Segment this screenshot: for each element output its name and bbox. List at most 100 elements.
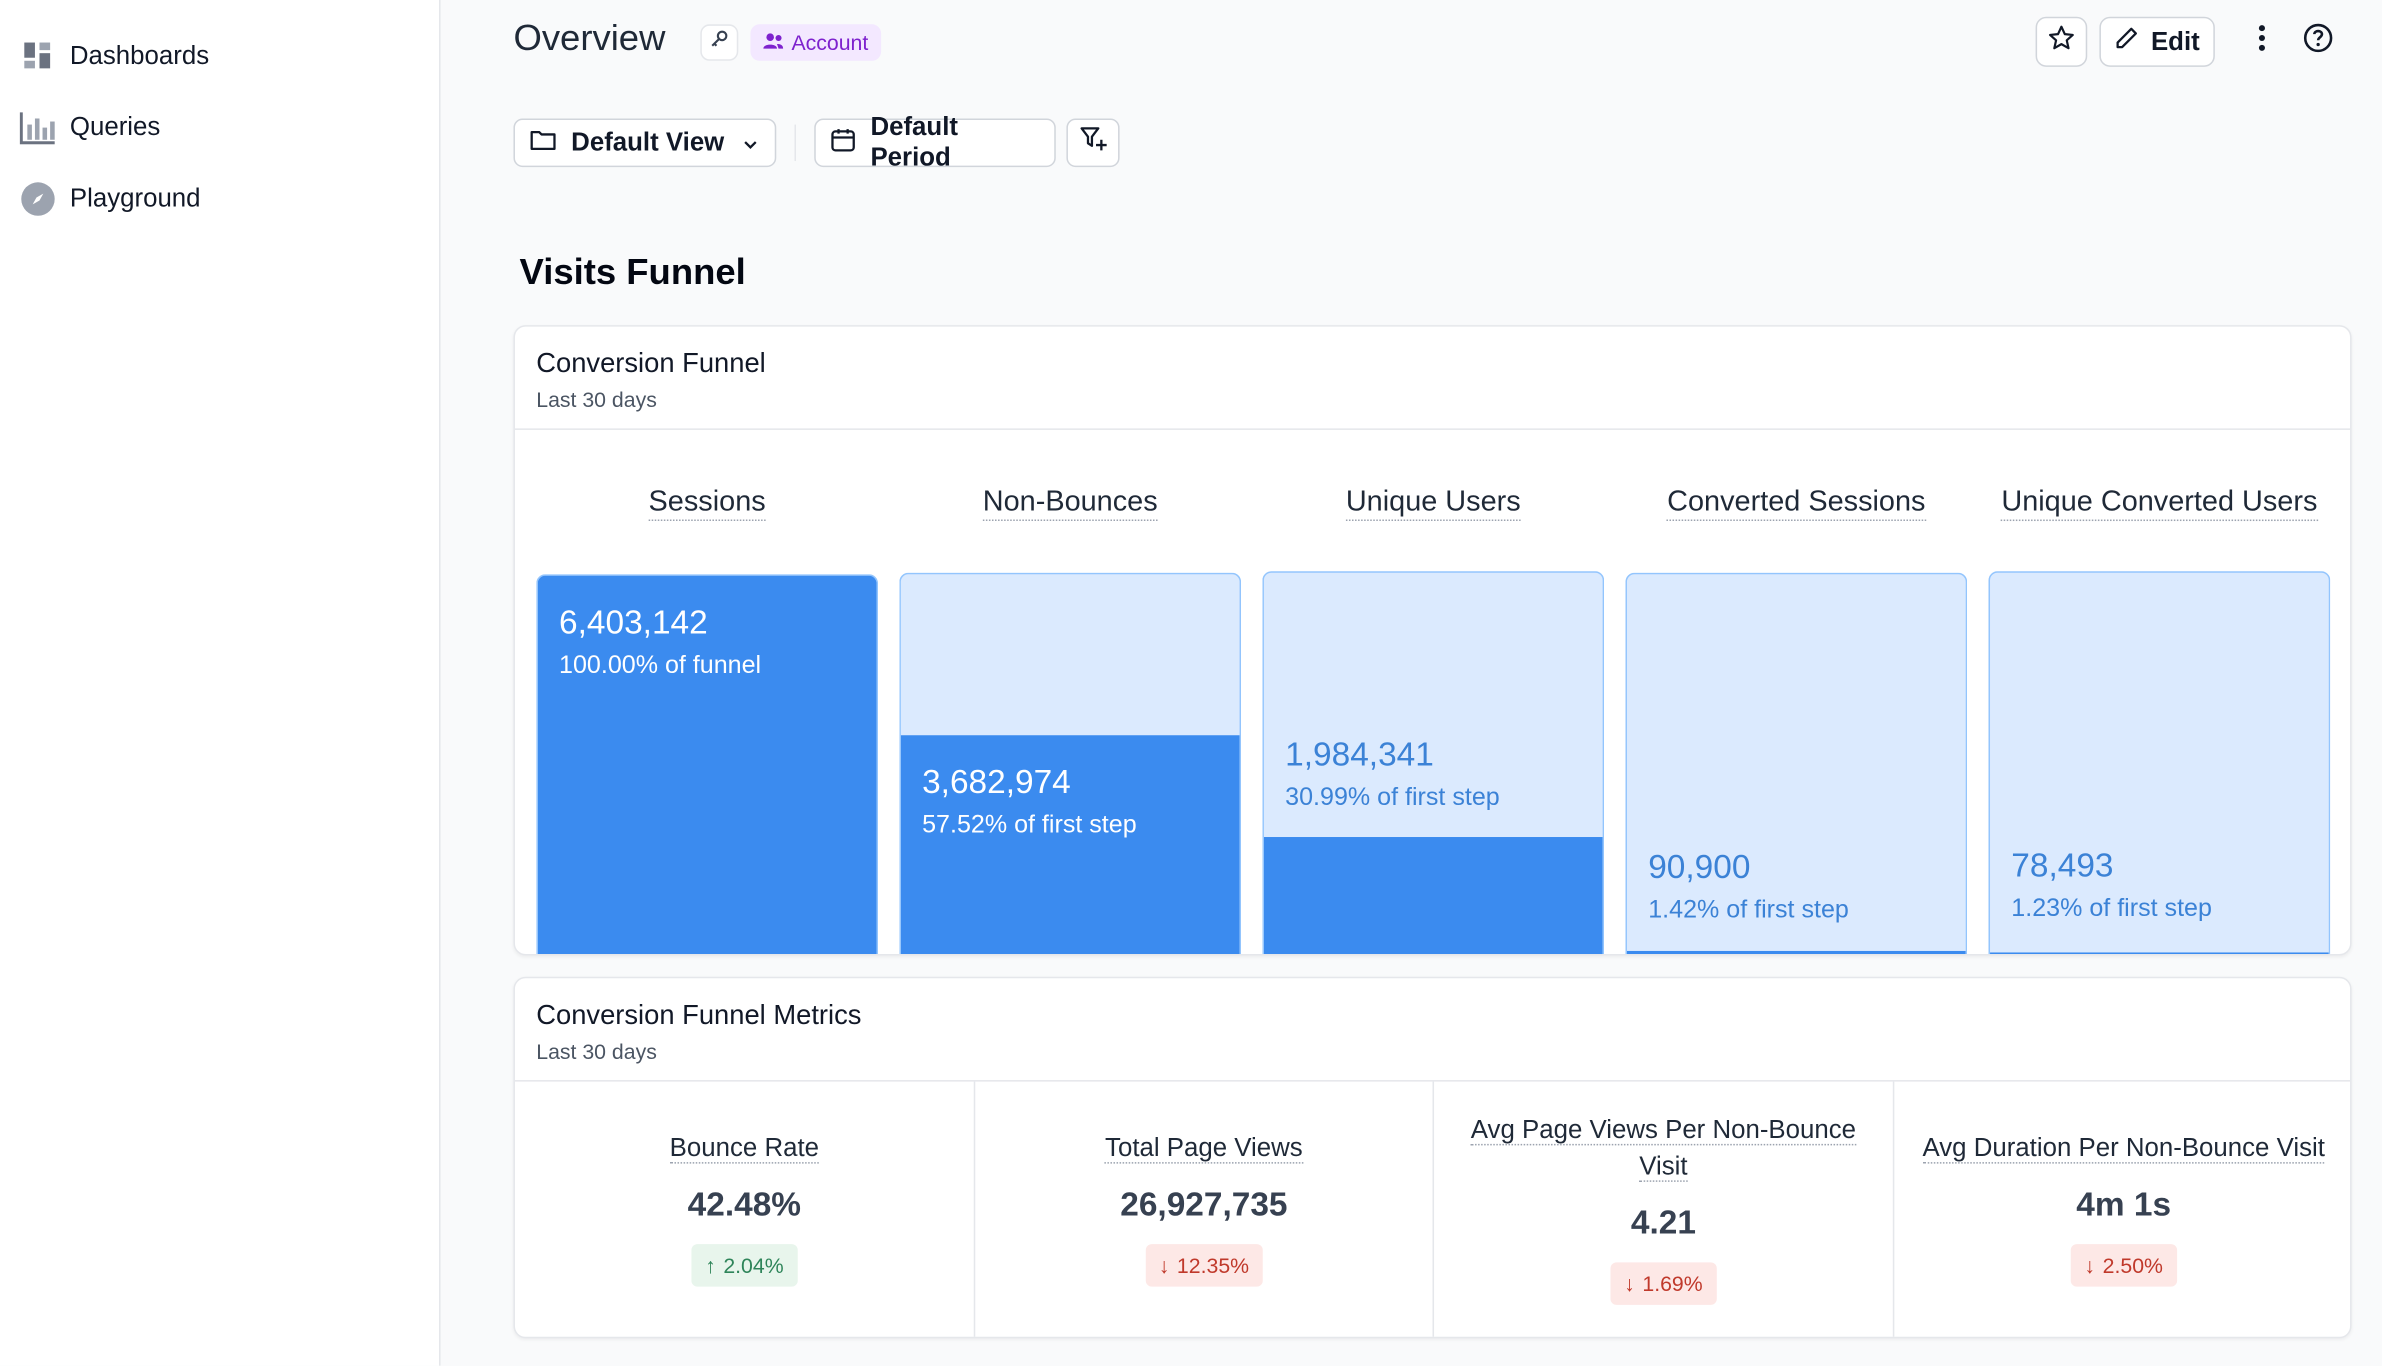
funnel-step-label-text: Sessions xyxy=(649,486,766,522)
funnel-step-percent: 57.52% of first step xyxy=(922,811,1137,839)
metric-tile: Total Page Views 26,927,735 ↓ 12.35% xyxy=(973,1081,1433,1337)
sidebar-item-label: Dashboards xyxy=(69,41,210,70)
funnel-bar[interactable]: 3,682,974 57.52% of first step xyxy=(899,572,1242,954)
funnel-bar-fill xyxy=(900,735,1240,954)
metric-label[interactable]: Avg Duration Per Non-Bounce Visit xyxy=(1894,1130,2350,1166)
sidebar: Dashboards Queries Playground xyxy=(0,0,441,1366)
sidebar-item-playground[interactable]: Playground xyxy=(18,176,413,222)
account-badge-label: Account xyxy=(791,30,869,55)
compass-icon xyxy=(18,179,57,218)
funnel-bar-fill xyxy=(1990,952,2329,954)
arrow-down-icon: ↓ xyxy=(2084,1253,2096,1278)
metric-value: 42.48% xyxy=(687,1184,802,1223)
help-circle-icon xyxy=(2303,22,2333,60)
funnel-step-percent: 100.00% of funnel xyxy=(559,651,762,680)
metric-label[interactable]: Total Page Views xyxy=(975,1130,1432,1166)
funnel-step-value: 6,403,142 xyxy=(559,603,708,642)
dashboard-grid-icon xyxy=(18,36,57,75)
metric-tile: Bounce Rate 42.48% ↑ 2.04% xyxy=(515,1082,974,1337)
favorite-button[interactable] xyxy=(2035,16,2088,67)
funnel-bar-fill xyxy=(537,575,877,954)
funnel-step-label-text: Unique Converted Users xyxy=(2001,486,2318,522)
funnel-step-label[interactable]: Converted Sessions xyxy=(1625,486,1967,522)
metric-value: 4m 1s xyxy=(2076,1184,2172,1223)
funnel-step-label[interactable]: Unique Converted Users xyxy=(1989,486,2331,522)
star-icon xyxy=(2048,24,2075,59)
funnel-step-percent: 30.99% of first step xyxy=(1285,783,1500,812)
metric-delta-badge: ↓ 1.69% xyxy=(1610,1262,1717,1305)
help-button[interactable] xyxy=(2300,23,2336,59)
card-title: Conversion Funnel Metrics xyxy=(536,999,862,1030)
view-select[interactable]: Default View xyxy=(513,118,777,168)
filter-plus-icon xyxy=(1079,126,1106,159)
funnel-step-label-text: Non-Bounces xyxy=(983,486,1158,522)
funnel-bar[interactable]: 6,403,142 100.00% of funnel xyxy=(536,574,879,954)
key-icon xyxy=(709,29,729,56)
funnel-step-value: 78,493 xyxy=(2011,846,2114,885)
add-filter-button[interactable] xyxy=(1066,118,1120,168)
conversion-metrics-card: Conversion Funnel Metrics Last 30 days B… xyxy=(513,976,2352,1339)
funnel-step-label-text: Converted Sessions xyxy=(1667,486,1926,522)
arrow-up-icon: ↑ xyxy=(705,1253,716,1278)
folder-icon xyxy=(530,128,556,158)
period-select[interactable]: Default Period xyxy=(814,112,1056,172)
metric-delta-value: 1.69% xyxy=(1642,1271,1703,1296)
funnel-bar-fill xyxy=(1626,950,1966,954)
metric-delta-badge: ↓ 2.50% xyxy=(2070,1244,2177,1287)
vertical-dots-icon xyxy=(2257,24,2266,59)
funnel-step-percent: 1.23% of first step xyxy=(2011,894,2212,923)
funnel-step-label[interactable]: Sessions xyxy=(536,486,878,522)
metric-value: 26,927,735 xyxy=(1120,1184,1288,1223)
section-title: Visits Funnel xyxy=(519,252,746,294)
funnel-step-label-text: Unique Users xyxy=(1345,486,1521,522)
bar-chart-icon xyxy=(18,108,57,147)
metric-label[interactable]: Bounce Rate xyxy=(515,1130,974,1166)
funnel-step-value: 90,900 xyxy=(1648,847,1751,886)
metric-label-text: Total Page Views xyxy=(1105,1133,1303,1164)
metric-delta-value: 2.04% xyxy=(723,1253,784,1278)
arrow-down-icon: ↓ xyxy=(1624,1271,1635,1296)
metric-label-text: Avg Page Views Per Non-Bounce Visit xyxy=(1470,1115,1857,1182)
sidebar-item-queries[interactable]: Queries xyxy=(18,105,413,151)
metric-delta-value: 2.50% xyxy=(2102,1253,2163,1278)
metric-tile: Avg Duration Per Non-Bounce Visit 4m 1s ↓ 2… xyxy=(1892,1081,2350,1337)
edit-button[interactable]: Edit xyxy=(2099,16,2215,67)
arrow-down-icon: ↓ xyxy=(1158,1253,1170,1278)
funnel-bar-fill xyxy=(1263,837,1603,954)
sidebar-item-dashboards[interactable]: Dashboards xyxy=(18,33,413,79)
funnel-bar[interactable]: 90,900 1.42% of first step xyxy=(1625,572,1968,954)
sidebar-item-label: Playground xyxy=(69,183,201,213)
metric-label-text: Avg Duration Per Non-Bounce Visit xyxy=(1922,1133,2325,1164)
users-icon xyxy=(763,30,784,54)
metric-delta-badge: ↓ 12.35% xyxy=(1145,1244,1263,1287)
calendar-icon xyxy=(831,127,855,159)
conversion-funnel-card: Conversion Funnel Last 30 days Sessions 6… xyxy=(513,325,2352,956)
funnel-bar[interactable]: 78,493 1.23% of first step xyxy=(1988,571,2331,954)
card-subtitle: Last 30 days xyxy=(536,1039,657,1064)
metric-value: 4.21 xyxy=(1630,1203,1696,1242)
funnel-step-label[interactable]: Non-Bounces xyxy=(899,486,1241,522)
metric-delta-value: 12.35% xyxy=(1176,1253,1250,1278)
funnel-bar[interactable]: 1,984,341 30.99% of first step xyxy=(1262,571,1605,954)
card-divider xyxy=(514,428,2351,430)
funnel-step-percent: 1.42% of first step xyxy=(1648,896,1849,924)
metric-label[interactable]: Avg Page Views Per Non-Bounce Visit xyxy=(1434,1112,1893,1185)
metric-tile: Avg Page Views Per Non-Bounce Visit 4.21 ↓… xyxy=(1432,1081,1893,1337)
metric-label-text: Bounce Rate xyxy=(669,1133,820,1164)
more-options-button[interactable] xyxy=(2244,23,2280,59)
card-divider xyxy=(514,1080,2351,1082)
sidebar-item-label: Queries xyxy=(69,112,161,142)
metric-delta-badge: ↑ 2.04% xyxy=(691,1244,798,1287)
page-title: Overview xyxy=(513,18,666,60)
card-title: Conversion Funnel xyxy=(536,347,766,379)
period-select-label: Default Period xyxy=(870,112,958,172)
account-badge: Account xyxy=(750,24,881,61)
card-subtitle: Last 30 days xyxy=(536,387,657,412)
funnel-step-label[interactable]: Unique Users xyxy=(1262,486,1604,522)
funnel-step-value: 1,984,341 xyxy=(1285,735,1434,774)
pencil-icon xyxy=(2114,26,2138,58)
edit-button-label: Edit xyxy=(2150,26,2200,56)
key-button[interactable] xyxy=(700,24,739,61)
filter-divider xyxy=(794,124,797,162)
